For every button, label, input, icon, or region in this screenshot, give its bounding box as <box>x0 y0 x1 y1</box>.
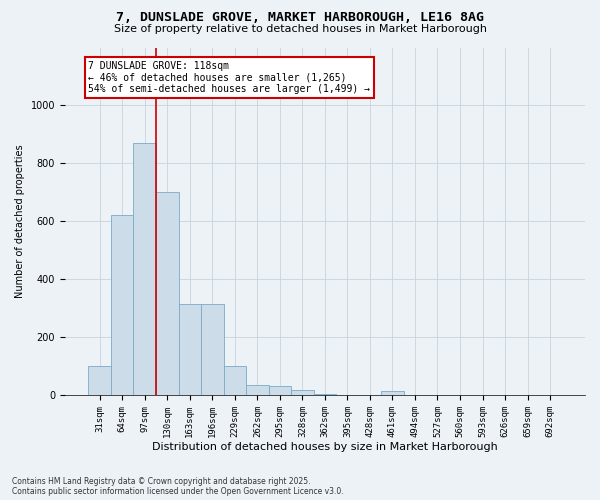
Text: Size of property relative to detached houses in Market Harborough: Size of property relative to detached ho… <box>113 24 487 34</box>
Bar <box>381 392 404 395</box>
Bar <box>133 143 156 395</box>
Bar <box>291 390 314 395</box>
Text: Contains HM Land Registry data © Crown copyright and database right 2025.
Contai: Contains HM Land Registry data © Crown c… <box>12 476 344 496</box>
Text: 7 DUNSLADE GROVE: 118sqm
← 46% of detached houses are smaller (1,265)
54% of sem: 7 DUNSLADE GROVE: 118sqm ← 46% of detach… <box>88 60 370 94</box>
Bar <box>88 366 111 395</box>
Bar <box>314 394 336 395</box>
Bar <box>246 385 269 395</box>
Bar <box>269 386 291 395</box>
Y-axis label: Number of detached properties: Number of detached properties <box>15 144 25 298</box>
Bar <box>224 366 246 395</box>
Bar <box>201 304 224 395</box>
Bar <box>111 216 133 395</box>
X-axis label: Distribution of detached houses by size in Market Harborough: Distribution of detached houses by size … <box>152 442 498 452</box>
Text: 7, DUNSLADE GROVE, MARKET HARBOROUGH, LE16 8AG: 7, DUNSLADE GROVE, MARKET HARBOROUGH, LE… <box>116 11 484 24</box>
Bar <box>179 304 201 395</box>
Bar <box>156 192 179 395</box>
